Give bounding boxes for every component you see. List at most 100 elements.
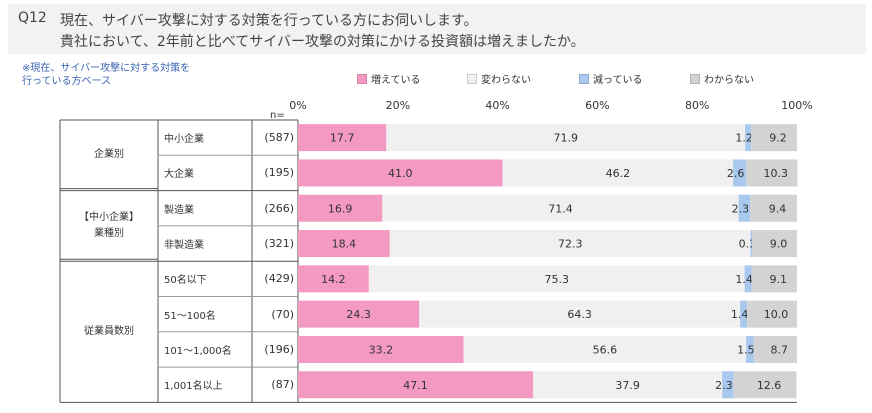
x-tick-label: 80% <box>684 99 710 112</box>
legend-label: わからない <box>704 75 754 86</box>
legend-swatch <box>579 73 589 84</box>
bar-segment <box>752 230 797 258</box>
category-label: 中小企業 <box>164 134 204 146</box>
bar-segment <box>298 300 420 328</box>
bar-segment <box>419 300 741 328</box>
bar-segment <box>386 124 746 152</box>
bar-value-label: 8.7 <box>771 343 789 356</box>
chart-legend: 増えている 変わらない 減っている わからない <box>0 71 872 86</box>
x-tick-label: 0% <box>289 99 307 112</box>
bar-segment <box>744 265 752 293</box>
bar-segment <box>745 124 752 152</box>
sample-size: (429) <box>264 272 294 286</box>
bar-segment <box>463 335 747 363</box>
sample-size: (587) <box>264 131 294 145</box>
bar-segment <box>751 265 797 293</box>
bar-value-label: 1.4 <box>731 308 749 321</box>
bar-value-label: 24.3 <box>346 308 371 321</box>
bar-segment <box>751 124 797 152</box>
bar-value-label: 71.9 <box>553 132 578 145</box>
bar-value-label: 14.2 <box>321 273 346 286</box>
bar-segment <box>750 194 797 222</box>
bar-segment <box>298 265 369 293</box>
bar-value-label: 1.2 <box>735 132 753 145</box>
bar-value-label: 2.3 <box>715 379 733 392</box>
bar-segment <box>753 335 797 363</box>
bar-value-label: 64.3 <box>567 308 592 321</box>
bar-segment <box>738 194 751 222</box>
category-label: 101～1,000名 <box>164 345 232 357</box>
bar-segment <box>750 230 753 258</box>
bar-segment <box>382 194 739 222</box>
bar-value-label: 56.6 <box>593 343 618 356</box>
n-label: n= <box>270 110 285 121</box>
bar-value-label: 47.1 <box>403 379 428 392</box>
bar-segment <box>298 335 464 363</box>
bar-value-label: 9.0 <box>770 238 788 251</box>
category-label: 非製造業 <box>164 240 204 252</box>
sample-size: (321) <box>264 237 294 251</box>
legend-swatch <box>467 73 477 84</box>
legend-swatch <box>690 73 700 84</box>
bar-value-label: 72.3 <box>558 238 583 251</box>
bar-value-label: 9.1 <box>770 273 788 286</box>
bar-segment <box>502 159 734 187</box>
bar-value-label: 18.4 <box>332 238 357 251</box>
sample-size: (196) <box>264 342 294 356</box>
bar-segment <box>298 194 383 222</box>
legend-item: 変わらない <box>467 71 531 86</box>
bar-segment <box>740 300 748 328</box>
bar-value-label: 10.0 <box>764 308 789 321</box>
bar-segment <box>722 371 734 399</box>
x-tick-label: 100% <box>781 99 813 112</box>
bar-value-label: 17.7 <box>330 132 355 145</box>
bar-value-label: 12.6 <box>757 379 782 392</box>
bar-value-label: 75.3 <box>544 273 569 286</box>
question-text-line2: 貴社において、2年前と比べてサイバー攻撃の対策にかける投資額は増えましたか。 <box>60 34 585 50</box>
bar-value-label: 2.6 <box>727 167 745 180</box>
question-text-line1: 現在、サイバー攻撃に対する対策を行っている方にお伺いします。 <box>60 13 478 29</box>
group-label: 企業別 <box>94 149 124 161</box>
bar-value-label: 2.3 <box>732 202 750 215</box>
bar-value-label: 16.9 <box>328 202 353 215</box>
bar-value-label: 10.3 <box>764 167 789 180</box>
sample-size: (266) <box>264 201 294 215</box>
question-number: Q12 <box>18 10 47 26</box>
category-label: 51～100名 <box>164 310 216 322</box>
base-note: ※現在、サイバー攻撃に対する対策を 行っている方ベース <box>22 63 191 87</box>
bar-segment <box>298 159 503 187</box>
category-label: 1,001名以上 <box>164 381 223 393</box>
bar-segment <box>368 265 745 293</box>
bar-value-label: 41.0 <box>388 167 413 180</box>
bar-segment <box>298 230 390 258</box>
category-label: 50名以下 <box>164 275 207 287</box>
bar-segment <box>533 371 723 399</box>
bar-value-label: 9.4 <box>769 202 787 215</box>
bar-segment <box>746 159 798 187</box>
bar-value-label: 9.2 <box>769 132 787 145</box>
legend-label: 変わらない <box>481 75 531 86</box>
legend-label: 増えている <box>371 75 421 86</box>
bar-segment <box>733 371 797 399</box>
bar-value-label: 1.5 <box>737 343 755 356</box>
category-label: 大企業 <box>164 169 194 181</box>
bar-segment <box>746 335 754 363</box>
bar-segment <box>298 124 387 152</box>
bar-segment <box>733 159 747 187</box>
legend-label: 減っている <box>593 75 643 86</box>
bar-value-label: 46.2 <box>606 167 631 180</box>
question-box: Q12 現在、サイバー攻撃に対する対策を行っている方にお伺いします。 貴社におい… <box>8 4 866 54</box>
group-label: 従業員数別 <box>84 325 134 337</box>
x-tick-label: 40% <box>485 99 510 112</box>
bar-segment <box>298 371 534 399</box>
bar-segment <box>747 300 797 328</box>
legend-swatch <box>357 73 367 84</box>
sample-size: (70) <box>271 307 294 321</box>
bar-value-label: 71.4 <box>548 202 573 215</box>
sample-size: (87) <box>271 378 294 392</box>
bar-value-label: 0.3 <box>739 238 757 251</box>
group-label: 【中小企業】 業種別 <box>79 211 139 239</box>
category-label: 製造業 <box>164 204 194 216</box>
bar-value-label: 1.4 <box>735 273 753 286</box>
legend-item: 減っている <box>579 71 643 86</box>
